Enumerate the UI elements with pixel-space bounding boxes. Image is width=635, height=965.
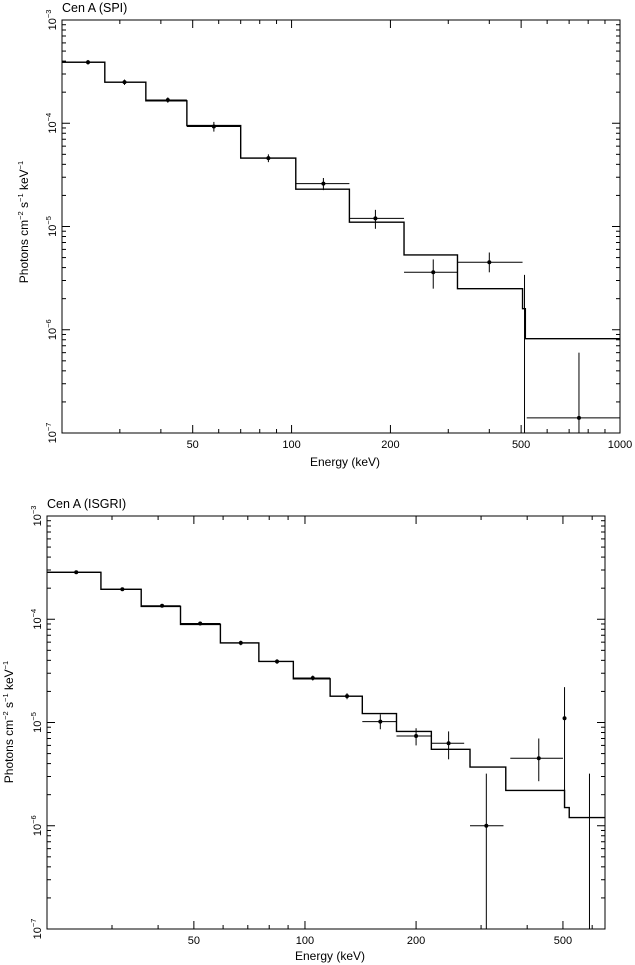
panel-2-chart: Cen A (ISGRI) 50 100 200 500 10−3 10−4 10−5 10−6… bbox=[1, 497, 606, 963]
panel-1-x-tick-label: 1000 bbox=[608, 439, 632, 451]
panel-1-data-marker bbox=[321, 181, 326, 186]
panel-2-data-point bbox=[141, 603, 181, 608]
panel-1-data-point bbox=[240, 154, 296, 163]
panel-2-y-tick-label: 10−3 bbox=[29, 506, 44, 527]
panel-2-data-point bbox=[510, 738, 563, 782]
panel-2-y-tick-label: 10−7 bbox=[29, 919, 44, 940]
panel-2-plot-frame bbox=[46, 515, 606, 930]
panel-1-y-tick-label: 10−3 bbox=[44, 10, 59, 31]
panel-1-data-point bbox=[404, 259, 458, 289]
panel-2-data-marker bbox=[345, 694, 350, 699]
panel-2-data-marker bbox=[310, 675, 315, 680]
panel-1-data-point bbox=[349, 209, 405, 229]
panel-1-chart-title: Cen A (SPI) bbox=[62, 1, 127, 15]
panel-1-x-axis-label: Energy (keV) bbox=[310, 455, 380, 469]
panel-2-model-step-line bbox=[47, 571, 605, 819]
panel-2-data-marker bbox=[198, 621, 203, 626]
panel-2-data-marker bbox=[74, 570, 79, 575]
panel-2-data-point bbox=[362, 714, 397, 730]
panel-2-data-marker bbox=[484, 823, 489, 828]
panel-1-model-step-line bbox=[62, 61, 620, 340]
panel-2-y-tick-label: 10−6 bbox=[29, 815, 44, 836]
panel-1-data-marker bbox=[86, 60, 91, 65]
panel-2-x-tick-label: 200 bbox=[407, 935, 425, 947]
panel-1-x-tick-label: 100 bbox=[282, 439, 300, 451]
panel-1-y-axis-label: Photons cm−2 s−1 keV−1 bbox=[16, 161, 31, 283]
panel-1-y-tick-label: 10−4 bbox=[44, 113, 59, 134]
panel-2-chart-title: Cen A (ISGRI) bbox=[47, 497, 126, 511]
panel-1-data-point bbox=[526, 352, 620, 433]
panel-2-data-point bbox=[431, 731, 465, 760]
panel-2-x-tick-label: 100 bbox=[296, 935, 314, 947]
panel-1-data-marker bbox=[431, 270, 436, 275]
panel-1-data-point bbox=[104, 79, 146, 85]
panel-2-data-point bbox=[330, 693, 363, 700]
panel-2-x-tick-label: 50 bbox=[188, 935, 200, 947]
panel-2-data-marker bbox=[160, 603, 165, 608]
panel-2-data-marker bbox=[414, 734, 419, 739]
panel-1-x-tick-label: 500 bbox=[512, 439, 530, 451]
panel-2-data-point bbox=[220, 640, 259, 646]
panel-2-data-point bbox=[258, 659, 294, 664]
panel-2-data-marker bbox=[275, 659, 280, 664]
panel-2-data-point bbox=[470, 773, 504, 929]
panel-1-data-marker bbox=[165, 97, 170, 102]
panel-1-chart: Cen A (SPI) 50 100 200 500 1000 10−3 10−4 10−5 10… bbox=[16, 1, 632, 469]
panel-1-data-point bbox=[145, 97, 187, 103]
panel-2-x-axis-label: Energy (keV) bbox=[295, 949, 365, 963]
panel-2-data-point bbox=[180, 621, 221, 626]
panel-2-data-point bbox=[396, 728, 432, 746]
panel-1-data-marker bbox=[122, 80, 127, 85]
panel-2-data-marker bbox=[446, 741, 451, 746]
panel-1-data-marker bbox=[576, 415, 581, 420]
panel-2-data-marker bbox=[238, 640, 243, 645]
panel-1-data-point bbox=[186, 121, 241, 132]
panel-1-y-tick-label: 10−6 bbox=[44, 319, 59, 340]
panel-2-data-marker bbox=[378, 719, 383, 724]
panel-2-y-axis-label: Photons cm−2 s−1 keV−1 bbox=[1, 661, 16, 783]
panel-1-data-marker bbox=[266, 156, 271, 161]
panel-1-data-marker bbox=[373, 216, 378, 221]
panel-2-data-marker bbox=[536, 756, 541, 761]
panel-1-data-point bbox=[295, 177, 350, 191]
panel-1-data-marker bbox=[211, 124, 216, 129]
panel-2-y-tick-label: 10−4 bbox=[29, 609, 44, 630]
panel-2-data-point bbox=[562, 687, 567, 808]
panel-2-data-marker bbox=[120, 587, 125, 592]
panel-2-y-tick-label: 10−5 bbox=[29, 712, 44, 733]
panel-2-data-point bbox=[293, 675, 331, 681]
panel-1-y-tick-label: 10−7 bbox=[44, 423, 59, 444]
panel-1-x-tick-label: 200 bbox=[381, 439, 399, 451]
panel-1-data-point bbox=[62, 59, 105, 65]
panel-1-x-tick-label: 50 bbox=[187, 439, 199, 451]
panel-2-x-tick-label: 500 bbox=[554, 935, 572, 947]
panel-1-y-tick-label: 10−5 bbox=[44, 216, 59, 237]
panel-2-data-point bbox=[47, 570, 101, 575]
panel-1-data-marker bbox=[487, 260, 492, 265]
panel-2-data-marker bbox=[562, 716, 567, 721]
panel-1-data-point bbox=[457, 252, 523, 273]
panel-2-data-point bbox=[100, 587, 142, 592]
